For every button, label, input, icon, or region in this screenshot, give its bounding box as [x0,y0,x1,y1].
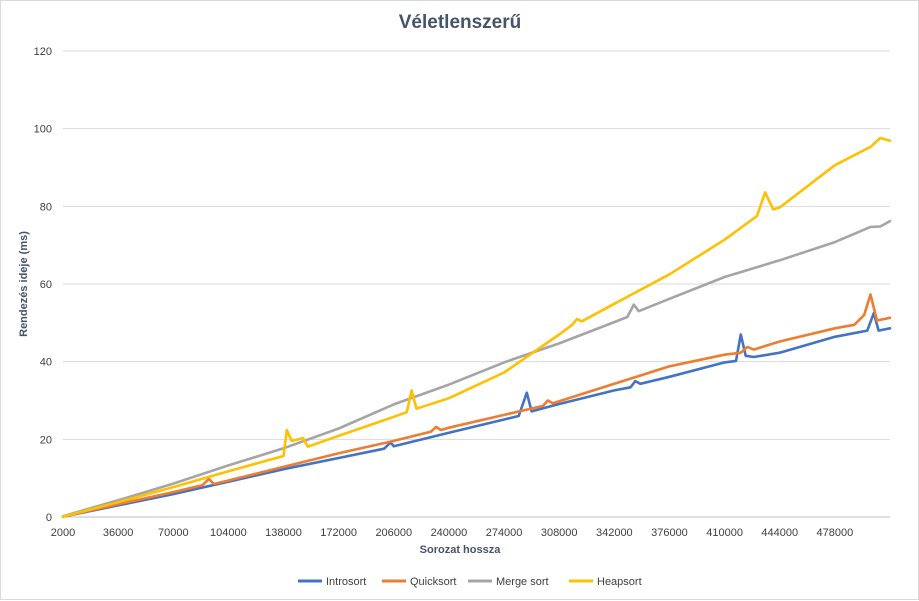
series-line-introsort [61,311,892,518]
x-tick-label: 376000 [651,527,688,539]
y-tick-label: 40 [40,357,52,369]
y-tick-label: 100 [34,124,52,136]
y-tick-label: 120 [34,46,52,58]
legend-label: Merge sort [496,576,549,588]
x-axis-title: Sorozat hossza [420,544,502,556]
x-tick-label: 410000 [706,527,743,539]
y-axis-title: Rendezés ideje (ms) [18,231,30,337]
gridlines [63,50,890,518]
legend-label: Introsort [326,576,366,588]
legend-label: Heapsort [597,576,642,588]
series-lines [61,136,892,518]
legend: Introsort Quicksort Merge sort Heapsort [298,576,642,588]
x-tick-label: 206000 [375,527,412,539]
y-tick-label: 80 [40,201,52,213]
x-tick-label: 342000 [596,527,633,539]
series-line-heapsort [61,136,892,518]
legend-label: Quicksort [410,576,456,588]
x-tick-label: 104000 [210,527,247,539]
x-tick-label: 444000 [761,527,798,539]
x-tick-label: 36000 [103,527,134,539]
x-tick-label: 70000 [158,527,189,539]
y-tick-label: 60 [40,279,52,291]
x-tick-label: 478000 [817,527,854,539]
x-tick-label: 172000 [320,527,357,539]
x-tick-label: 2000 [51,527,75,539]
x-tick-label: 240000 [431,527,468,539]
x-tick-label: 274000 [486,527,523,539]
y-tick-label: 0 [46,512,52,524]
x-tick-label: 138000 [265,527,302,539]
x-tick-label: 308000 [541,527,578,539]
series-line-merge-sort [61,219,892,518]
series-line-quicksort [61,293,892,518]
y-axis-ticks: 0 20 40 60 80 100 120 [34,46,52,524]
chart-title: Véletlenszerű [399,12,522,33]
x-axis-ticks: 2000 36000 70000 104000 138000 172000 206000 24… [51,527,853,539]
y-tick-label: 20 [40,434,52,446]
